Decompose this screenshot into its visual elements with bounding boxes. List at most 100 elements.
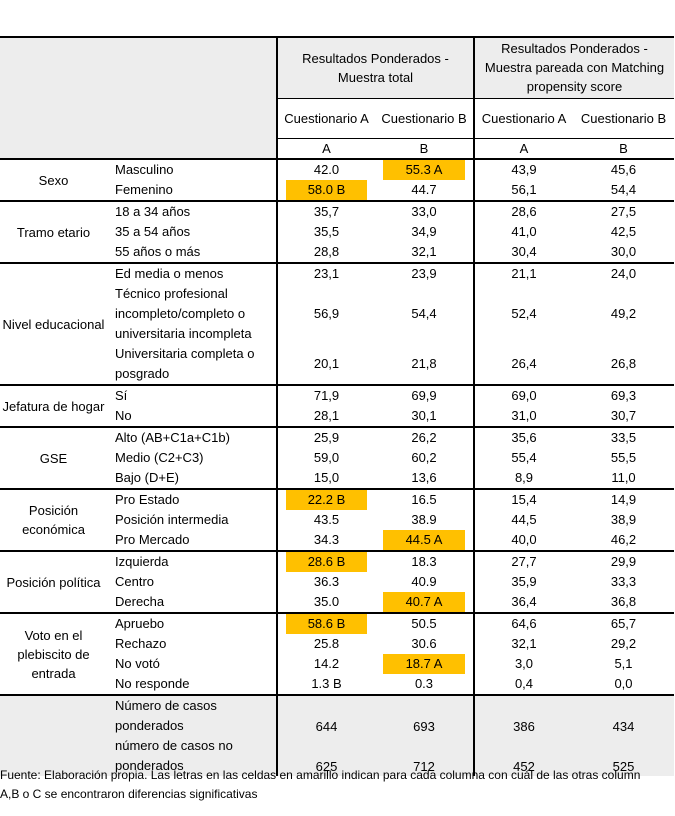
- value-cell: 33,3: [610, 574, 637, 590]
- header-group-paired: Resultados Ponderados - Muestra pareada …: [474, 36, 674, 98]
- row-label: No responde: [115, 676, 190, 691]
- value-cell: 11,0: [611, 470, 636, 486]
- value-cell: 43,9: [474, 158, 573, 180]
- table-row: Bajo (D+E) 15,0 13,6 8,9 11,0: [0, 468, 674, 489]
- value-cell: 56,1: [511, 182, 537, 198]
- table-row: No votó 14.2 18.7 A 3,0 5,1: [0, 654, 674, 674]
- value-cell: 34.3: [276, 530, 375, 551]
- column-header: Cuestionario B: [573, 97, 674, 138]
- value-cell: 36.3: [276, 572, 375, 592]
- totals-value: 644: [276, 694, 375, 736]
- value-cell: 52,4: [511, 306, 537, 322]
- header-corner: [0, 36, 277, 159]
- group-label: Tramo etario: [0, 200, 107, 263]
- table-row: GSE Alto (AB+C1a+C1b) 25,9 26,2 35,6 33,5: [0, 426, 674, 489]
- value-cell: 44.7: [375, 180, 475, 201]
- highlight-value: 28.6 B: [286, 552, 367, 572]
- row-label: Pro Mercado: [115, 532, 190, 547]
- value-cell: 31,0: [511, 408, 537, 424]
- row-label: No: [115, 408, 132, 423]
- row-label: Centro: [115, 574, 155, 589]
- value-cell: 56,9: [276, 284, 375, 344]
- value-cell: 55,4: [511, 450, 537, 466]
- row-label: Masculino: [107, 158, 277, 180]
- value-cell: 60,2: [375, 448, 475, 468]
- table-row: No 28,1 30,1 31,0 30,7: [0, 406, 674, 427]
- totals-label: número de casos no ponderados: [107, 736, 277, 776]
- value-cell: 69,3: [573, 384, 674, 406]
- results-table: Resultados Ponderados - Muestra total Res…: [0, 36, 674, 776]
- value-cell: 35.0: [276, 592, 375, 613]
- row-label: 18 a 34 años: [107, 200, 277, 222]
- value-cell: 13,6: [375, 468, 475, 489]
- highlight-value: 22.2 B: [286, 490, 367, 510]
- value-cell: 35,5: [276, 222, 375, 242]
- value-cell: 32,1: [375, 242, 475, 263]
- value-cell: 23,1: [276, 262, 375, 284]
- value-cell: 29,9: [573, 550, 674, 572]
- value-cell: 28.6 B: [276, 550, 375, 572]
- row-label: Apruebo: [107, 612, 277, 634]
- value-cell: 21,1: [474, 262, 573, 284]
- value-cell: 58.0 B: [276, 180, 375, 201]
- value-cell: 38,9: [610, 512, 637, 528]
- value-cell: 71,9: [276, 384, 375, 406]
- column-header: Cuestionario A: [276, 97, 375, 138]
- value-cell: 36,4: [511, 594, 537, 610]
- row-label: Rechazo: [115, 636, 167, 651]
- value-cell: 34,9: [375, 222, 475, 242]
- row-label: No votó: [115, 656, 160, 671]
- table-row: Tramo etario 18 a 34 años 35,7 33,0 28,6 27,5: [0, 200, 674, 263]
- row-label: Ed media o menos: [107, 262, 277, 284]
- table-row: Posición política Izquierda 28.6 B 18.3 27,7…: [0, 550, 674, 613]
- totals-value: 452: [474, 736, 573, 776]
- table-row: Sexo Masculino 42.0 55.3 A 43,9 45,6: [0, 158, 674, 201]
- value-cell: 36,8: [610, 594, 637, 610]
- value-cell: 35,6: [474, 426, 573, 448]
- value-cell: 65,7: [573, 612, 674, 634]
- column-letter: A: [276, 137, 375, 159]
- totals-value: 712: [375, 736, 475, 776]
- row-label: 35 a 54 años: [115, 224, 191, 239]
- value-cell: 44.5 A: [375, 530, 475, 551]
- value-cell: 44,5: [511, 512, 537, 528]
- value-cell: 35,7: [276, 200, 375, 222]
- value-cell: 26,2: [375, 426, 475, 448]
- highlight-value: 18.7 A: [383, 654, 465, 674]
- row-label: Femenino: [115, 182, 173, 197]
- group-label: Voto en el plebiscito de entrada: [0, 612, 107, 695]
- value-cell: 58.6 B: [276, 612, 375, 634]
- table-row: Femenino 58.0 B 44.7 56,1 54,4: [0, 180, 674, 201]
- table-row: 55 años o más 28,8 32,1 30,4 30,0: [0, 242, 674, 263]
- column-header: Cuestionario A: [474, 97, 573, 138]
- value-cell: 32,1: [511, 636, 537, 652]
- value-cell: 38.9: [375, 510, 475, 530]
- value-cell: 54,4: [610, 182, 637, 198]
- value-cell: 29,2: [610, 636, 637, 652]
- value-cell: 18.7 A: [375, 654, 475, 674]
- value-cell: 54,4: [375, 284, 475, 344]
- row-label: Bajo (D+E): [115, 470, 179, 485]
- row-label: Derecha: [115, 594, 165, 609]
- totals-label-empty: [0, 694, 107, 776]
- table-row: Nivel educacional Ed media o menos 23,1 23,…: [0, 262, 674, 385]
- value-cell: 46,2: [610, 532, 637, 548]
- totals-value: 625: [276, 736, 375, 776]
- column-header: Cuestionario B: [375, 97, 475, 138]
- group-label: GSE: [0, 426, 107, 489]
- table-row: Posición económica Pro Estado 22.2 B 16.5 15…: [0, 488, 674, 551]
- value-cell: 59,0: [276, 448, 375, 468]
- table-row: Jefatura de hogar Sí 71,9 69,9 69,0 69,3: [0, 384, 674, 427]
- value-cell: 25.8: [276, 634, 375, 654]
- value-cell: 40.9: [375, 572, 475, 592]
- table-row: 35 a 54 años 35,5 34,9 41,0 42,5: [0, 222, 674, 242]
- value-cell: 69,0: [474, 384, 573, 406]
- value-cell: 40.7 A: [375, 592, 475, 613]
- value-cell: 27,7: [474, 550, 573, 572]
- value-cell: 30,0: [610, 244, 637, 260]
- group-label: Posición política: [0, 550, 107, 613]
- totals-row: número de casos no ponderados 625 712 452 52…: [0, 736, 674, 776]
- table-row: No responde 1.3 B 0.3 0,4 0,0: [0, 674, 674, 695]
- value-cell: 3,0: [514, 656, 534, 672]
- header-group-total: Resultados Ponderados - Muestra total: [276, 36, 475, 98]
